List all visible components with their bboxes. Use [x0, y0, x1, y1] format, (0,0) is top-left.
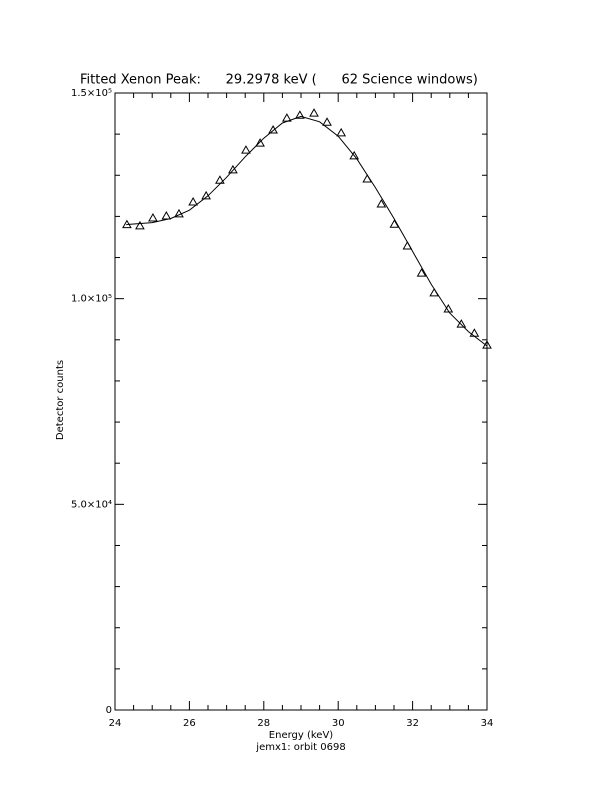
data-point [416, 268, 427, 277]
data-point [389, 219, 400, 228]
fit-line [126, 115, 488, 347]
data-point [148, 213, 158, 222]
data-point [174, 208, 184, 218]
y-tick-label: 1.5×10⁵ [71, 88, 112, 99]
data-point [349, 150, 360, 160]
data-point [456, 319, 467, 328]
data-point [336, 127, 347, 137]
x-tick-label: 34 [481, 718, 494, 729]
data-point [362, 173, 373, 183]
x-axis-label: Energy (keV) [269, 730, 334, 741]
data-point [282, 113, 292, 122]
x-tick-label: 32 [406, 718, 419, 729]
data-point [429, 287, 440, 297]
x-tick-label: 30 [332, 718, 345, 729]
data-point [322, 117, 332, 126]
data-point [201, 190, 212, 200]
subtitle: jemx1: orbit 0698 [255, 742, 345, 753]
data-point [228, 164, 238, 174]
data-point [188, 196, 198, 206]
y-tick-label: 1.0×10⁵ [71, 294, 112, 305]
y-tick-label: 0 [106, 705, 112, 716]
data-point [268, 125, 278, 134]
x-tick-label: 26 [183, 718, 196, 729]
x-tick-label: 24 [109, 718, 122, 729]
data-point [161, 210, 172, 220]
data-point [122, 219, 132, 229]
data-point [309, 108, 319, 117]
data-point [482, 340, 492, 349]
x-tick-label: 28 [257, 718, 270, 729]
data-point [241, 145, 251, 154]
data-point [402, 241, 413, 250]
data-point [469, 328, 480, 337]
data-point [376, 199, 387, 208]
plot-frame [114, 92, 488, 711]
y-axis-label: Detector counts [55, 360, 66, 440]
data-point [255, 138, 265, 147]
y-tick-label: 5.0×10⁴ [71, 499, 112, 510]
data-point [295, 110, 305, 119]
data-point [135, 220, 145, 230]
data-point [215, 175, 225, 184]
chart-title: Fitted Xenon Peak: 29.2978 keV ( 62 Scie… [80, 73, 478, 88]
data-point [443, 303, 454, 313]
